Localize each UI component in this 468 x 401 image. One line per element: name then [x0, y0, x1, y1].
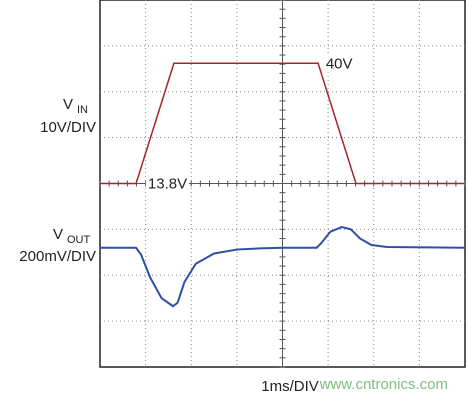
x-scale-label: 1ms/DIV — [261, 378, 319, 395]
grid — [99, 0, 466, 368]
trace-name-sub: OUT — [67, 234, 91, 246]
trace-name-sub: IN — [77, 104, 88, 116]
label-background — [323, 54, 355, 73]
trace — [100, 226, 466, 308]
trace-name: V — [63, 96, 73, 113]
label-background — [145, 174, 190, 193]
trace-name: V — [53, 226, 63, 243]
trace-scale: 10V/DIV — [40, 119, 96, 136]
watermark: www.cntronics.com — [319, 376, 448, 393]
trace — [100, 62, 465, 185]
trace-scale: 200mV/DIV — [19, 248, 96, 265]
annotation: 13.8V — [148, 175, 187, 192]
annotation: 40V — [326, 55, 353, 72]
